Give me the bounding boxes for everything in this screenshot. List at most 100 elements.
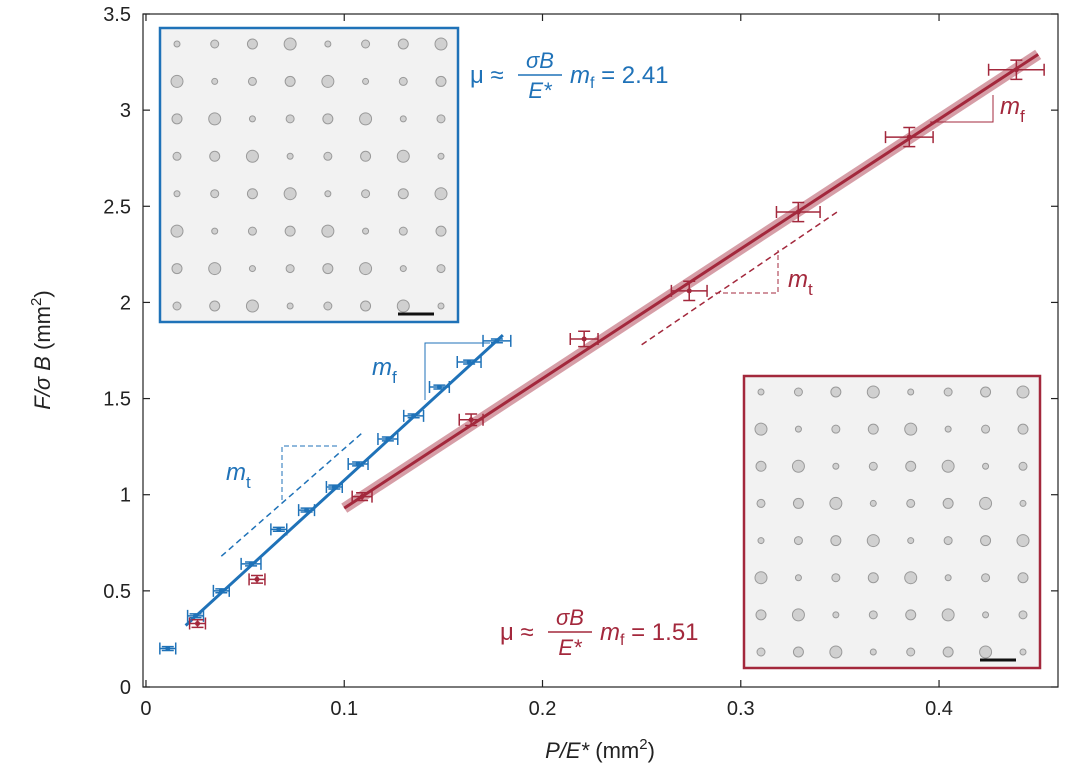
slope-label: m — [372, 354, 392, 381]
inset-dot — [757, 537, 765, 545]
y-tick-label: 1 — [120, 485, 131, 507]
inset-dot — [246, 188, 258, 200]
inset-dot — [398, 76, 408, 86]
inset-dot — [1017, 423, 1029, 435]
inset-dot — [1017, 572, 1029, 584]
inset-dot — [755, 460, 767, 472]
point — [254, 576, 260, 582]
inset-dot — [754, 571, 768, 585]
inset-image — [742, 374, 1042, 670]
inset-dot — [1016, 385, 1030, 399]
inset-dot — [435, 75, 447, 87]
inset-dot — [434, 187, 448, 201]
inset-dot — [1018, 610, 1028, 620]
insets — [158, 26, 1042, 670]
inset-dot — [245, 149, 259, 163]
inset-dot — [284, 225, 296, 237]
point — [331, 484, 337, 490]
inset-dot — [794, 574, 802, 582]
inset-dot — [869, 499, 877, 507]
annotation-text: mf = 1.51 — [600, 619, 699, 649]
y-tick-label: 1.5 — [103, 389, 131, 411]
inset-dot — [904, 571, 918, 585]
slope-label: t — [246, 473, 251, 492]
inset-dot — [868, 461, 878, 471]
inset-dot — [211, 227, 219, 235]
plot-frame — [142, 13, 1059, 688]
inset-dot — [1016, 534, 1030, 548]
inset-dot — [208, 112, 222, 126]
inset-dot — [979, 645, 993, 659]
inset-dot — [981, 573, 991, 583]
slope-label: mf — [372, 354, 397, 387]
annotation-text: μ ≈ — [500, 619, 534, 646]
point — [165, 646, 171, 652]
slope-label: mt — [788, 266, 813, 299]
inset-dot — [248, 265, 256, 273]
point — [248, 561, 254, 567]
inset-dot — [868, 610, 878, 620]
annotation-text: m — [570, 62, 590, 89]
bracket — [281, 445, 340, 500]
point — [304, 507, 310, 513]
inset-dot — [399, 115, 407, 123]
inset-dot — [907, 537, 915, 545]
inset-dot — [396, 299, 410, 313]
inset-dot — [979, 496, 993, 510]
y-axis-label: F/σ B (mm2) — [28, 290, 55, 409]
inset-dot — [172, 151, 182, 161]
inset-dot — [980, 535, 992, 547]
inset-dot — [172, 301, 182, 311]
inset-dot — [396, 149, 410, 163]
y-tick-label: 2.5 — [103, 196, 131, 218]
point — [276, 526, 282, 532]
inset-dot — [283, 187, 297, 201]
bracket — [424, 342, 490, 400]
inset-dot — [360, 300, 372, 312]
point — [411, 413, 417, 419]
inset-dot — [209, 150, 221, 162]
inset-dot — [1019, 499, 1027, 507]
inset-dot — [436, 264, 446, 274]
inset-dot — [906, 647, 916, 657]
inset-dot — [360, 150, 372, 162]
inset-dot — [322, 113, 334, 125]
slope-label: f — [1020, 107, 1025, 126]
inset-dot — [211, 77, 219, 85]
inset-dot — [757, 388, 765, 396]
inset-dot — [791, 459, 805, 473]
annotation-text: = 1.51 — [624, 619, 698, 646]
inset-dot — [793, 387, 803, 397]
point — [359, 494, 365, 500]
inset-dot — [397, 188, 409, 200]
inset-dot — [904, 422, 918, 436]
slope-label: m — [226, 459, 246, 486]
inset-dot — [792, 497, 804, 509]
y-tick-label: 2 — [120, 292, 131, 314]
inset-dot — [944, 574, 952, 582]
inset-dot — [321, 224, 335, 238]
inset-dot — [867, 423, 879, 435]
inset-dot — [830, 386, 842, 398]
inset-dot — [941, 459, 955, 473]
inset-dot — [756, 647, 766, 657]
inset-dot — [941, 608, 955, 622]
inset-dot — [170, 74, 184, 88]
inset-dot — [830, 535, 842, 547]
inset-dot — [869, 648, 877, 656]
inset-dot — [322, 263, 334, 275]
inset-dot — [359, 112, 373, 126]
inset-dot — [171, 263, 183, 275]
inset-dot — [831, 424, 841, 434]
y-tick-label: 3.5 — [103, 4, 131, 26]
x-tick-label: 0.1 — [330, 698, 358, 720]
inset-dot — [210, 189, 220, 199]
point — [468, 417, 474, 423]
inset-dot — [361, 189, 371, 199]
annotation-text: mf = 2.41 — [570, 62, 669, 92]
slope-label: t — [808, 280, 813, 299]
annotation-text: E* — [558, 635, 583, 660]
inset-dot — [982, 462, 990, 470]
point — [355, 461, 361, 467]
